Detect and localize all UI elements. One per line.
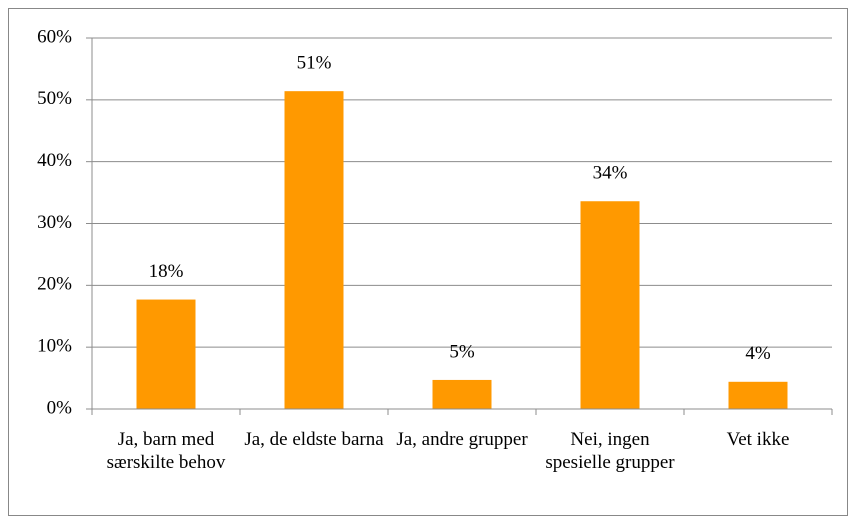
value-label: 18%: [149, 261, 184, 282]
y-tick-label: 0%: [47, 397, 73, 418]
y-tick-label: 30%: [37, 212, 72, 233]
bar: [432, 379, 492, 409]
bar: [284, 91, 344, 409]
x-tick-label: Ja, de eldste barna: [244, 429, 384, 450]
value-label: 34%: [593, 163, 628, 184]
y-tick-label: 60%: [37, 26, 72, 47]
value-label: 51%: [297, 53, 332, 74]
value-label: 5%: [449, 341, 475, 362]
x-tick-label: Nei, ingen spesielle grupper: [545, 429, 675, 473]
y-tick-label: 10%: [37, 336, 72, 357]
value-label: 4%: [745, 343, 771, 364]
bar: [728, 381, 788, 409]
y-tick-label: 50%: [37, 88, 72, 109]
x-tick-label: Ja, andre grupper: [396, 429, 528, 450]
x-tick-label: Ja, barn med særskilte behov: [106, 429, 226, 473]
y-tick-label: 20%: [37, 274, 72, 295]
bar: [136, 299, 196, 409]
y-tick-label: 40%: [37, 150, 72, 171]
chart-border: [8, 8, 848, 516]
x-tick-label: Vet ikke: [726, 429, 790, 450]
bar: [580, 201, 640, 409]
